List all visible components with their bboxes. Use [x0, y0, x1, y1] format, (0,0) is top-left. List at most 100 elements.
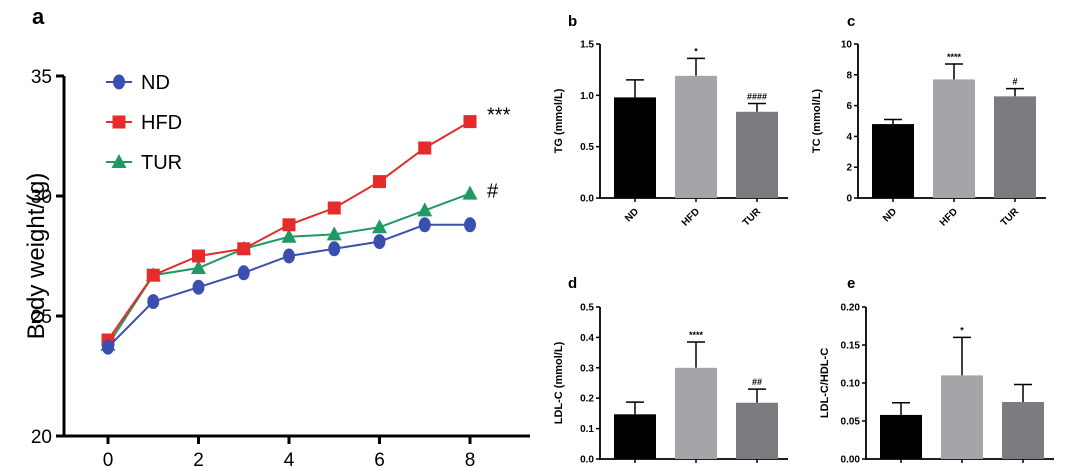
x-tick-label-a: 6 — [374, 450, 385, 467]
y-tick-label-c: 6 — [846, 101, 852, 112]
significance-label-b: * — [694, 46, 698, 56]
marker-square — [112, 115, 126, 129]
series-hfd — [101, 115, 477, 347]
bar-e-nd — [880, 414, 922, 459]
marker-circle — [418, 217, 431, 233]
significance-label-a: *** — [487, 105, 511, 127]
y-tick-label-b: 1.0 — [580, 91, 594, 102]
bar-d-hfd — [675, 367, 717, 459]
y-axis-label-e: LDL-C/HDL-C — [819, 348, 831, 418]
marker-square — [237, 242, 251, 256]
y-tick-label-c: 10 — [841, 40, 853, 51]
significance-label-c: # — [1012, 77, 1017, 87]
y-tick-label-a: 25 — [31, 307, 52, 328]
x-tick-label-a: 8 — [465, 450, 476, 467]
marker-circle — [102, 339, 114, 355]
y-axis-label-c: TC (mmol/L) — [811, 89, 823, 153]
y-tick-label-a: 30 — [31, 187, 52, 208]
bar-chart-d: 0.0 0.1 0.2 0.3 0.4 0.5 LDL-C (mmol/L) **** ## — [553, 303, 788, 466]
y-tick-label-d: 0.3 — [580, 363, 594, 374]
panel-letter-b: b — [568, 13, 577, 30]
marker-circle — [328, 241, 341, 257]
significance-label-d: **** — [689, 330, 704, 340]
panel-letter-d: d — [568, 275, 577, 292]
bar-d-nd — [614, 414, 656, 459]
y-tick-label-d: 0.2 — [580, 394, 594, 405]
y-axis-label-b: TG (mmol/L) — [553, 88, 565, 153]
series-tur — [100, 185, 478, 351]
marker-square — [282, 218, 296, 232]
marker-circle — [373, 234, 386, 250]
significance-label-b: #### — [747, 92, 767, 102]
marker-square — [418, 141, 432, 155]
y-tick-label-e: 0.15 — [841, 341, 861, 352]
bar-e-hfd — [941, 375, 983, 459]
line-chart-a: 20 25 30 35 0 2 4 6 8 Body weight/(g) *** # ND HFD TUR — [23, 67, 530, 467]
x-tick-label-b: ND — [623, 206, 641, 224]
x-tick-label-b: HFD — [680, 206, 702, 228]
significance-label-e: * — [960, 325, 964, 335]
y-tick-label-a: 20 — [31, 427, 52, 448]
y-tick-label-c: 4 — [846, 132, 852, 143]
y-tick-label-a: 35 — [31, 67, 52, 88]
bar-c-tur — [994, 96, 1036, 198]
y-tick-label-d: 0.0 — [580, 455, 594, 466]
bar-c-hfd — [933, 79, 975, 198]
bar-chart-c: 0 2 4 6 8 10 TC (mmol/L) ND **** HFD # TUR — [811, 40, 1046, 229]
series-line-nd — [107, 223, 470, 348]
y-tick-label-c: 2 — [846, 163, 852, 174]
x-tick-label-a: 0 — [103, 450, 114, 467]
marker-square — [327, 201, 341, 215]
y-tick-label-d: 0.4 — [580, 333, 594, 344]
panel-letter-e: e — [847, 275, 855, 292]
significance-label-d: ## — [752, 377, 762, 387]
y-tick-label-e: 0.00 — [841, 455, 861, 466]
panel-letter-a: a — [32, 4, 45, 29]
marker-circle — [113, 74, 125, 90]
bar-d-tur — [736, 402, 778, 459]
significance-label-a: # — [487, 181, 499, 203]
marker-circle — [237, 265, 250, 281]
marker-square — [192, 249, 205, 263]
y-tick-label-e: 0.10 — [841, 379, 861, 390]
x-tick-label-a: 2 — [193, 450, 204, 467]
marker-circle — [464, 217, 476, 233]
x-tick-label-c: TUR — [999, 206, 1022, 229]
legend-label: ND — [141, 72, 170, 94]
y-tick-label-b: 0.0 — [580, 194, 594, 205]
x-tick-label-c: HFD — [938, 206, 960, 228]
y-tick-label-e: 0.05 — [841, 417, 861, 428]
y-tick-label-d: 0.5 — [580, 303, 594, 314]
x-tick-label-c: ND — [881, 206, 899, 224]
bar-b-hfd — [675, 75, 717, 198]
x-tick-label-a: 4 — [284, 450, 295, 467]
bar-chart-b: 0.0 0.5 1.0 1.5 TG (mmol/L) ND * HFD #### TUR — [553, 40, 788, 229]
y-tick-label-b: 0.5 — [580, 142, 594, 153]
marker-triangle — [281, 228, 297, 243]
bar-c-nd — [872, 124, 914, 198]
bar-b-tur — [736, 111, 778, 198]
series-nd — [102, 217, 476, 355]
marker-square — [146, 268, 160, 282]
bar-b-nd — [614, 97, 656, 198]
marker-triangle — [191, 260, 206, 274]
y-tick-label-e: 0.20 — [841, 303, 861, 314]
y-tick-label-c: 0 — [846, 194, 852, 205]
marker-circle — [283, 248, 295, 264]
marker-circle — [192, 279, 205, 295]
marker-triangle — [111, 154, 127, 168]
legend-label: HFD — [141, 112, 182, 134]
x-tick-label-b: TUR — [741, 206, 764, 229]
marker-triangle — [372, 219, 387, 234]
marker-triangle — [326, 226, 342, 241]
y-axis-label-d: LDL-C (mmol/L) — [553, 341, 565, 424]
y-tick-label-d: 0.1 — [580, 424, 594, 435]
panel-letter-c: c — [847, 13, 855, 30]
bar-e-tur — [1002, 402, 1044, 459]
marker-square — [463, 115, 477, 129]
significance-label-c: **** — [947, 52, 962, 62]
marker-triangle — [462, 185, 478, 200]
bar-chart-e: 0.00 0.05 0.10 0.15 0.20 LDL-C/HDL-C * — [819, 303, 1054, 466]
